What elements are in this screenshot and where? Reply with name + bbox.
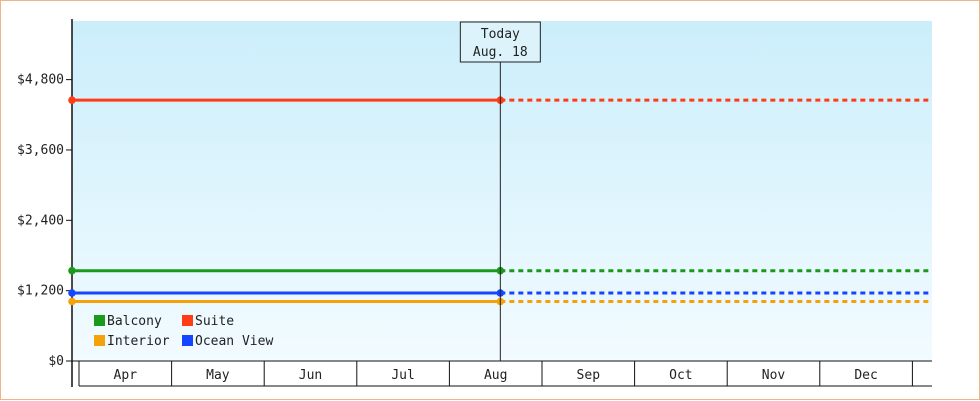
y-axis: $0 $1,200 $2,400 $3,600 $4,800 (17, 19, 73, 387)
legend: Balcony Suite Interior Ocean View (94, 314, 273, 349)
today-date: Aug. 18 (473, 45, 528, 60)
y-tick-label: $0 (48, 354, 64, 369)
x-tick-label: Oct (669, 368, 692, 383)
today-box (459, 21, 541, 63)
x-tick-label: Nov (762, 368, 786, 383)
y-tick-label: $4,800 (17, 73, 64, 88)
x-tick-label: Sep (577, 368, 601, 383)
plot-background (72, 21, 932, 361)
legend-swatch (182, 315, 193, 326)
legend-label: Balcony (107, 314, 162, 329)
series-point (68, 289, 76, 297)
legend-label: Interior (107, 334, 170, 349)
x-tick-label: Apr (114, 368, 138, 383)
legend-swatch (94, 335, 105, 346)
series-point (68, 96, 76, 104)
today-label: Today (481, 27, 520, 42)
y-tick-label: $1,200 (17, 284, 64, 299)
legend-swatch (182, 335, 193, 346)
y-tick-label: $2,400 (17, 213, 64, 228)
legend-label: Ocean View (195, 334, 273, 349)
x-tick-label: Jun (299, 368, 322, 383)
y-tick-label: $3,600 (17, 143, 64, 158)
series-point (68, 266, 76, 275)
x-tick-label: Jul (391, 368, 414, 383)
series-lines (68, 96, 932, 306)
x-tick-label: Dec (854, 368, 877, 383)
today-marker: Today Aug. 18 (459, 21, 541, 361)
x-axis: Apr May Jun Jul Aug Sep Oct Nov Dec (72, 360, 932, 387)
series-point (68, 297, 76, 306)
x-tick-label: Aug (484, 368, 507, 383)
legend-swatch (94, 315, 105, 326)
x-tick-label: May (206, 368, 230, 383)
legend-label: Suite (195, 314, 234, 329)
